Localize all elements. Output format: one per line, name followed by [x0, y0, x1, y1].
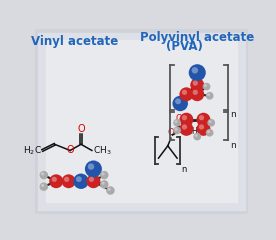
Circle shape — [207, 93, 210, 96]
Circle shape — [189, 64, 206, 81]
Circle shape — [190, 78, 204, 92]
Circle shape — [89, 177, 94, 182]
Text: O: O — [168, 128, 174, 137]
Circle shape — [88, 163, 94, 170]
Circle shape — [199, 124, 204, 130]
Text: O: O — [175, 114, 182, 123]
Circle shape — [102, 172, 105, 175]
Bar — [46, 40, 237, 202]
Circle shape — [174, 120, 177, 123]
Circle shape — [190, 87, 204, 101]
Circle shape — [73, 174, 89, 189]
Circle shape — [39, 182, 48, 191]
Circle shape — [197, 122, 210, 136]
Circle shape — [203, 83, 210, 90]
Circle shape — [100, 180, 108, 189]
Circle shape — [179, 113, 193, 126]
Circle shape — [179, 87, 193, 101]
Circle shape — [173, 119, 181, 126]
Circle shape — [197, 113, 210, 126]
Circle shape — [39, 171, 48, 179]
Circle shape — [182, 115, 187, 120]
Circle shape — [85, 161, 102, 177]
Text: Polyvinyl acetate: Polyvinyl acetate — [140, 31, 254, 44]
Circle shape — [209, 120, 212, 123]
Circle shape — [102, 181, 105, 185]
Circle shape — [193, 90, 198, 95]
Circle shape — [192, 67, 198, 73]
Circle shape — [86, 174, 100, 188]
Circle shape — [49, 174, 63, 188]
Circle shape — [41, 184, 44, 187]
Circle shape — [206, 129, 214, 137]
Circle shape — [199, 115, 204, 120]
Circle shape — [193, 80, 198, 86]
Circle shape — [64, 177, 69, 182]
Circle shape — [41, 172, 44, 175]
Circle shape — [172, 96, 188, 111]
Text: n: n — [230, 110, 235, 120]
Text: (PVA): (PVA) — [166, 40, 203, 53]
Circle shape — [193, 133, 201, 140]
Circle shape — [182, 124, 187, 130]
Text: H$_2$C: H$_2$C — [23, 144, 42, 157]
Circle shape — [204, 84, 207, 87]
Circle shape — [106, 186, 115, 195]
Circle shape — [52, 177, 57, 182]
Text: O: O — [66, 145, 74, 156]
Circle shape — [100, 171, 108, 179]
Text: CH$_3$: CH$_3$ — [186, 126, 202, 138]
Circle shape — [207, 130, 210, 133]
Text: Vinyl acetate: Vinyl acetate — [31, 35, 118, 48]
Circle shape — [174, 128, 177, 131]
Circle shape — [173, 126, 181, 134]
Circle shape — [175, 98, 181, 104]
Circle shape — [62, 174, 76, 188]
Circle shape — [108, 188, 111, 191]
Circle shape — [179, 122, 193, 136]
Text: n: n — [182, 165, 187, 174]
Circle shape — [76, 176, 82, 182]
Circle shape — [182, 90, 187, 95]
Circle shape — [207, 119, 215, 126]
Text: O: O — [77, 124, 85, 133]
Text: n: n — [230, 141, 235, 150]
Circle shape — [195, 134, 198, 137]
Circle shape — [206, 92, 214, 100]
Text: CH$_3$: CH$_3$ — [93, 144, 111, 157]
